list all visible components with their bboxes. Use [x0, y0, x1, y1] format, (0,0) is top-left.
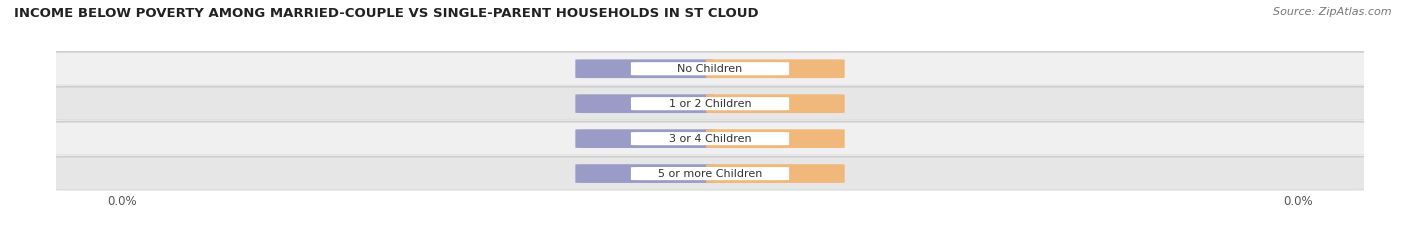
- FancyBboxPatch shape: [44, 87, 1376, 120]
- FancyBboxPatch shape: [631, 62, 789, 75]
- FancyBboxPatch shape: [631, 97, 789, 110]
- Text: 0.0%: 0.0%: [630, 134, 659, 144]
- Text: INCOME BELOW POVERTY AMONG MARRIED-COUPLE VS SINGLE-PARENT HOUSEHOLDS IN ST CLOU: INCOME BELOW POVERTY AMONG MARRIED-COUPL…: [14, 7, 759, 20]
- FancyBboxPatch shape: [706, 164, 845, 183]
- Text: 3 or 4 Children: 3 or 4 Children: [669, 134, 751, 144]
- FancyBboxPatch shape: [575, 129, 714, 148]
- Text: 0.0%: 0.0%: [761, 99, 790, 109]
- FancyBboxPatch shape: [706, 129, 845, 148]
- Text: No Children: No Children: [678, 64, 742, 74]
- Text: 0.0%: 0.0%: [761, 134, 790, 144]
- Text: 1 or 2 Children: 1 or 2 Children: [669, 99, 751, 109]
- FancyBboxPatch shape: [631, 167, 789, 180]
- FancyBboxPatch shape: [706, 94, 845, 113]
- Text: 0.0%: 0.0%: [630, 99, 659, 109]
- FancyBboxPatch shape: [575, 94, 714, 113]
- Text: 0.0%: 0.0%: [630, 64, 659, 74]
- FancyBboxPatch shape: [575, 59, 714, 78]
- Text: 0.0%: 0.0%: [761, 169, 790, 178]
- FancyBboxPatch shape: [575, 164, 714, 183]
- Text: 0.0%: 0.0%: [761, 64, 790, 74]
- Text: 5 or more Children: 5 or more Children: [658, 169, 762, 178]
- FancyBboxPatch shape: [44, 52, 1376, 85]
- FancyBboxPatch shape: [706, 59, 845, 78]
- Text: Source: ZipAtlas.com: Source: ZipAtlas.com: [1274, 7, 1392, 17]
- FancyBboxPatch shape: [44, 122, 1376, 155]
- FancyBboxPatch shape: [631, 132, 789, 145]
- Text: 0.0%: 0.0%: [630, 169, 659, 178]
- FancyBboxPatch shape: [44, 157, 1376, 190]
